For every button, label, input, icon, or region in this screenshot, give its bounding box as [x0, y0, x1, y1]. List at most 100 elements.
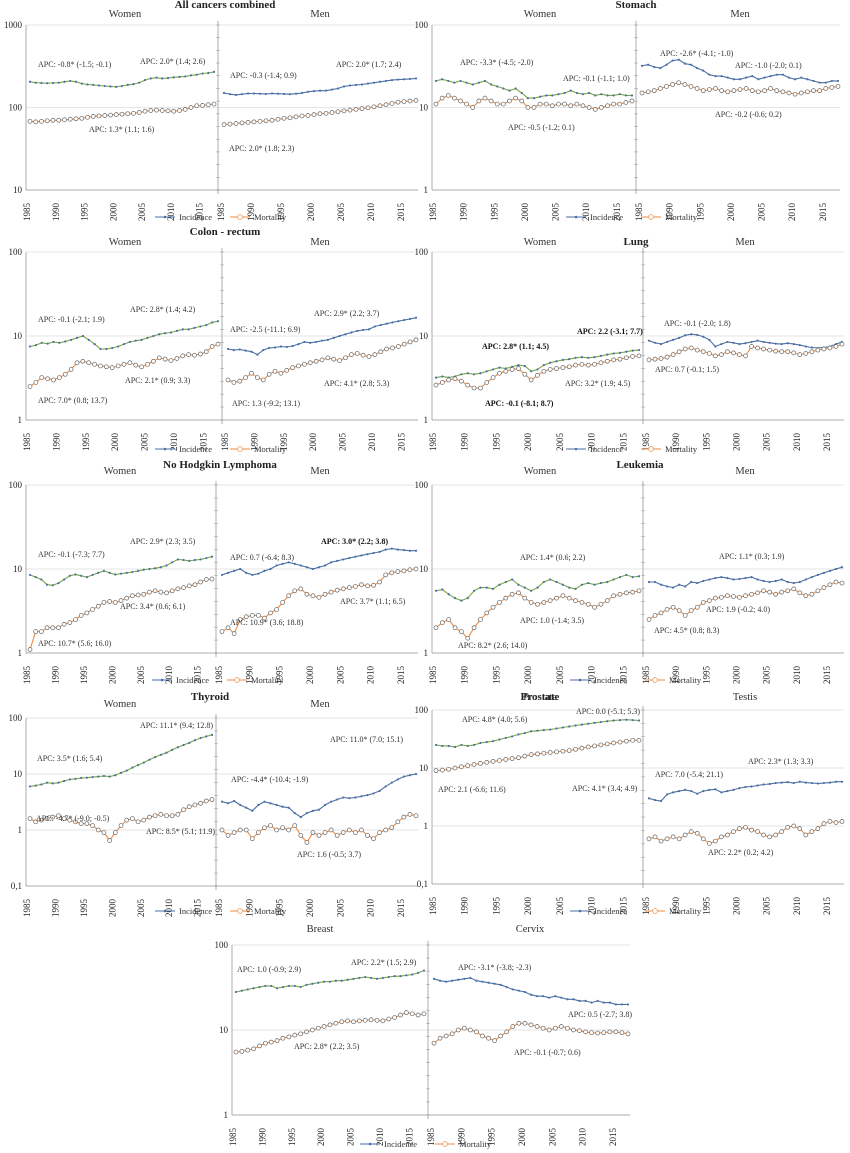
x-tick-label: 2015: [193, 899, 203, 918]
apc-annotation: APC: -0.1 (-2.0; 1.8): [664, 319, 731, 328]
mortality-point: [401, 814, 407, 820]
mortality-point: [95, 603, 101, 609]
incidence-point: [696, 581, 699, 585]
legend-incidence-label: Incidence: [179, 212, 212, 222]
mortality-point: [439, 95, 445, 101]
incidence-point: [738, 78, 742, 81]
legend-incidence-label: Incidence: [176, 675, 209, 685]
legend-incidence-marker: [574, 447, 578, 451]
mortality-point: [737, 352, 742, 357]
mortality-point: [688, 829, 694, 834]
incidence-point: [40, 81, 43, 85]
incidence-point: [822, 571, 826, 574]
mortality-point: [302, 361, 307, 367]
mortality-point: [664, 354, 670, 360]
mortality-point: [556, 101, 561, 107]
incidence-point: [720, 576, 723, 579]
mortality-point: [413, 566, 419, 572]
apc-annotation: APC: 0.5 (-2.7; 3.8): [568, 1010, 632, 1019]
incidence-point: [479, 586, 482, 589]
mortality-point: [566, 364, 572, 370]
mortality-point: [74, 360, 80, 366]
mortality-point: [629, 98, 635, 104]
panel-subtitle: Men: [310, 237, 330, 248]
mortality-point: [501, 101, 506, 107]
apc-annotation: APC: 7.0* (0.8; 13.7): [38, 396, 108, 405]
panel-subtitle: Men: [735, 237, 755, 248]
incidence-point: [523, 364, 526, 368]
mortality-point: [61, 621, 67, 627]
incidence-point: [479, 372, 482, 375]
legend-mortality-marker: [237, 214, 243, 220]
mortality-point: [293, 114, 299, 120]
incidence-point: [193, 739, 197, 742]
mortality-point: [182, 106, 188, 112]
mortality-point: [268, 823, 273, 828]
x-tick-label: 1990: [50, 666, 60, 685]
mortality-point: [378, 349, 384, 355]
incidence-point: [578, 999, 581, 1002]
x-tick-label: 1990: [50, 899, 60, 918]
incidence-point: [659, 343, 663, 346]
mortality-point: [345, 1018, 350, 1024]
mortality-point: [151, 358, 156, 364]
mortality-point: [601, 1030, 607, 1036]
incidence-point: [171, 561, 174, 564]
mortality-point: [27, 118, 33, 124]
mortality-point: [839, 819, 845, 824]
mortality-point: [62, 371, 68, 377]
x-tick-label: 1990: [671, 433, 681, 452]
chart-title: Colon - rectum: [190, 226, 261, 238]
incidence-point: [315, 340, 318, 344]
mortality-point: [464, 101, 469, 107]
mortality-point: [227, 121, 233, 127]
incidence-point: [373, 325, 376, 328]
mortality-point: [623, 590, 629, 596]
incidence-point: [387, 975, 390, 979]
incidence-point: [28, 345, 32, 348]
x-tick-label: 2000: [731, 433, 741, 452]
mortality-point: [607, 1029, 613, 1035]
mortality-point: [465, 763, 471, 768]
incidence-point: [828, 781, 832, 784]
mortality-point: [700, 836, 706, 842]
mortality-point: [389, 570, 395, 576]
mortality-point: [266, 371, 272, 377]
incidence-point: [281, 562, 284, 566]
apc-annotation: APC: -3.3* (-4.5; -2.0): [460, 58, 534, 67]
incidence-point: [166, 76, 170, 80]
mortality-point: [107, 599, 112, 604]
mortality-point: [78, 613, 84, 618]
mortality-point: [756, 89, 761, 95]
mortality-point: [827, 582, 833, 588]
mortality-point: [79, 115, 85, 121]
incidence-point: [780, 578, 783, 581]
mortality-point: [186, 583, 192, 589]
mortality-point: [478, 617, 483, 622]
incidence-point: [574, 724, 577, 727]
incidence-point: [64, 340, 67, 343]
mortality-point: [322, 830, 328, 835]
mortality-point: [791, 823, 797, 829]
x-tick-label: 1985: [428, 433, 438, 452]
mortality-point: [286, 827, 292, 833]
mortality-point: [459, 629, 464, 634]
mortality-point: [445, 93, 451, 98]
mortality-point: [811, 88, 816, 94]
incidence-point: [311, 809, 315, 812]
mortality-point: [682, 613, 688, 618]
incidence-point: [172, 76, 175, 79]
mortality-point: [221, 122, 227, 127]
incidence-point: [263, 800, 266, 803]
legend-incidence-label: Incidence: [384, 1139, 417, 1149]
incidence-point: [372, 792, 375, 795]
x-tick-label: 2015: [396, 433, 406, 452]
incidence-point: [46, 342, 49, 345]
mortality-point: [84, 610, 90, 616]
x-tick-label: 2005: [346, 1128, 356, 1147]
apc-annotation: APC: -0.8* (-1.5; -0.1): [38, 60, 112, 69]
mortality-point: [124, 817, 130, 823]
incidence-point: [625, 573, 628, 577]
incidence-point: [637, 348, 641, 352]
incidence-point: [323, 803, 327, 807]
